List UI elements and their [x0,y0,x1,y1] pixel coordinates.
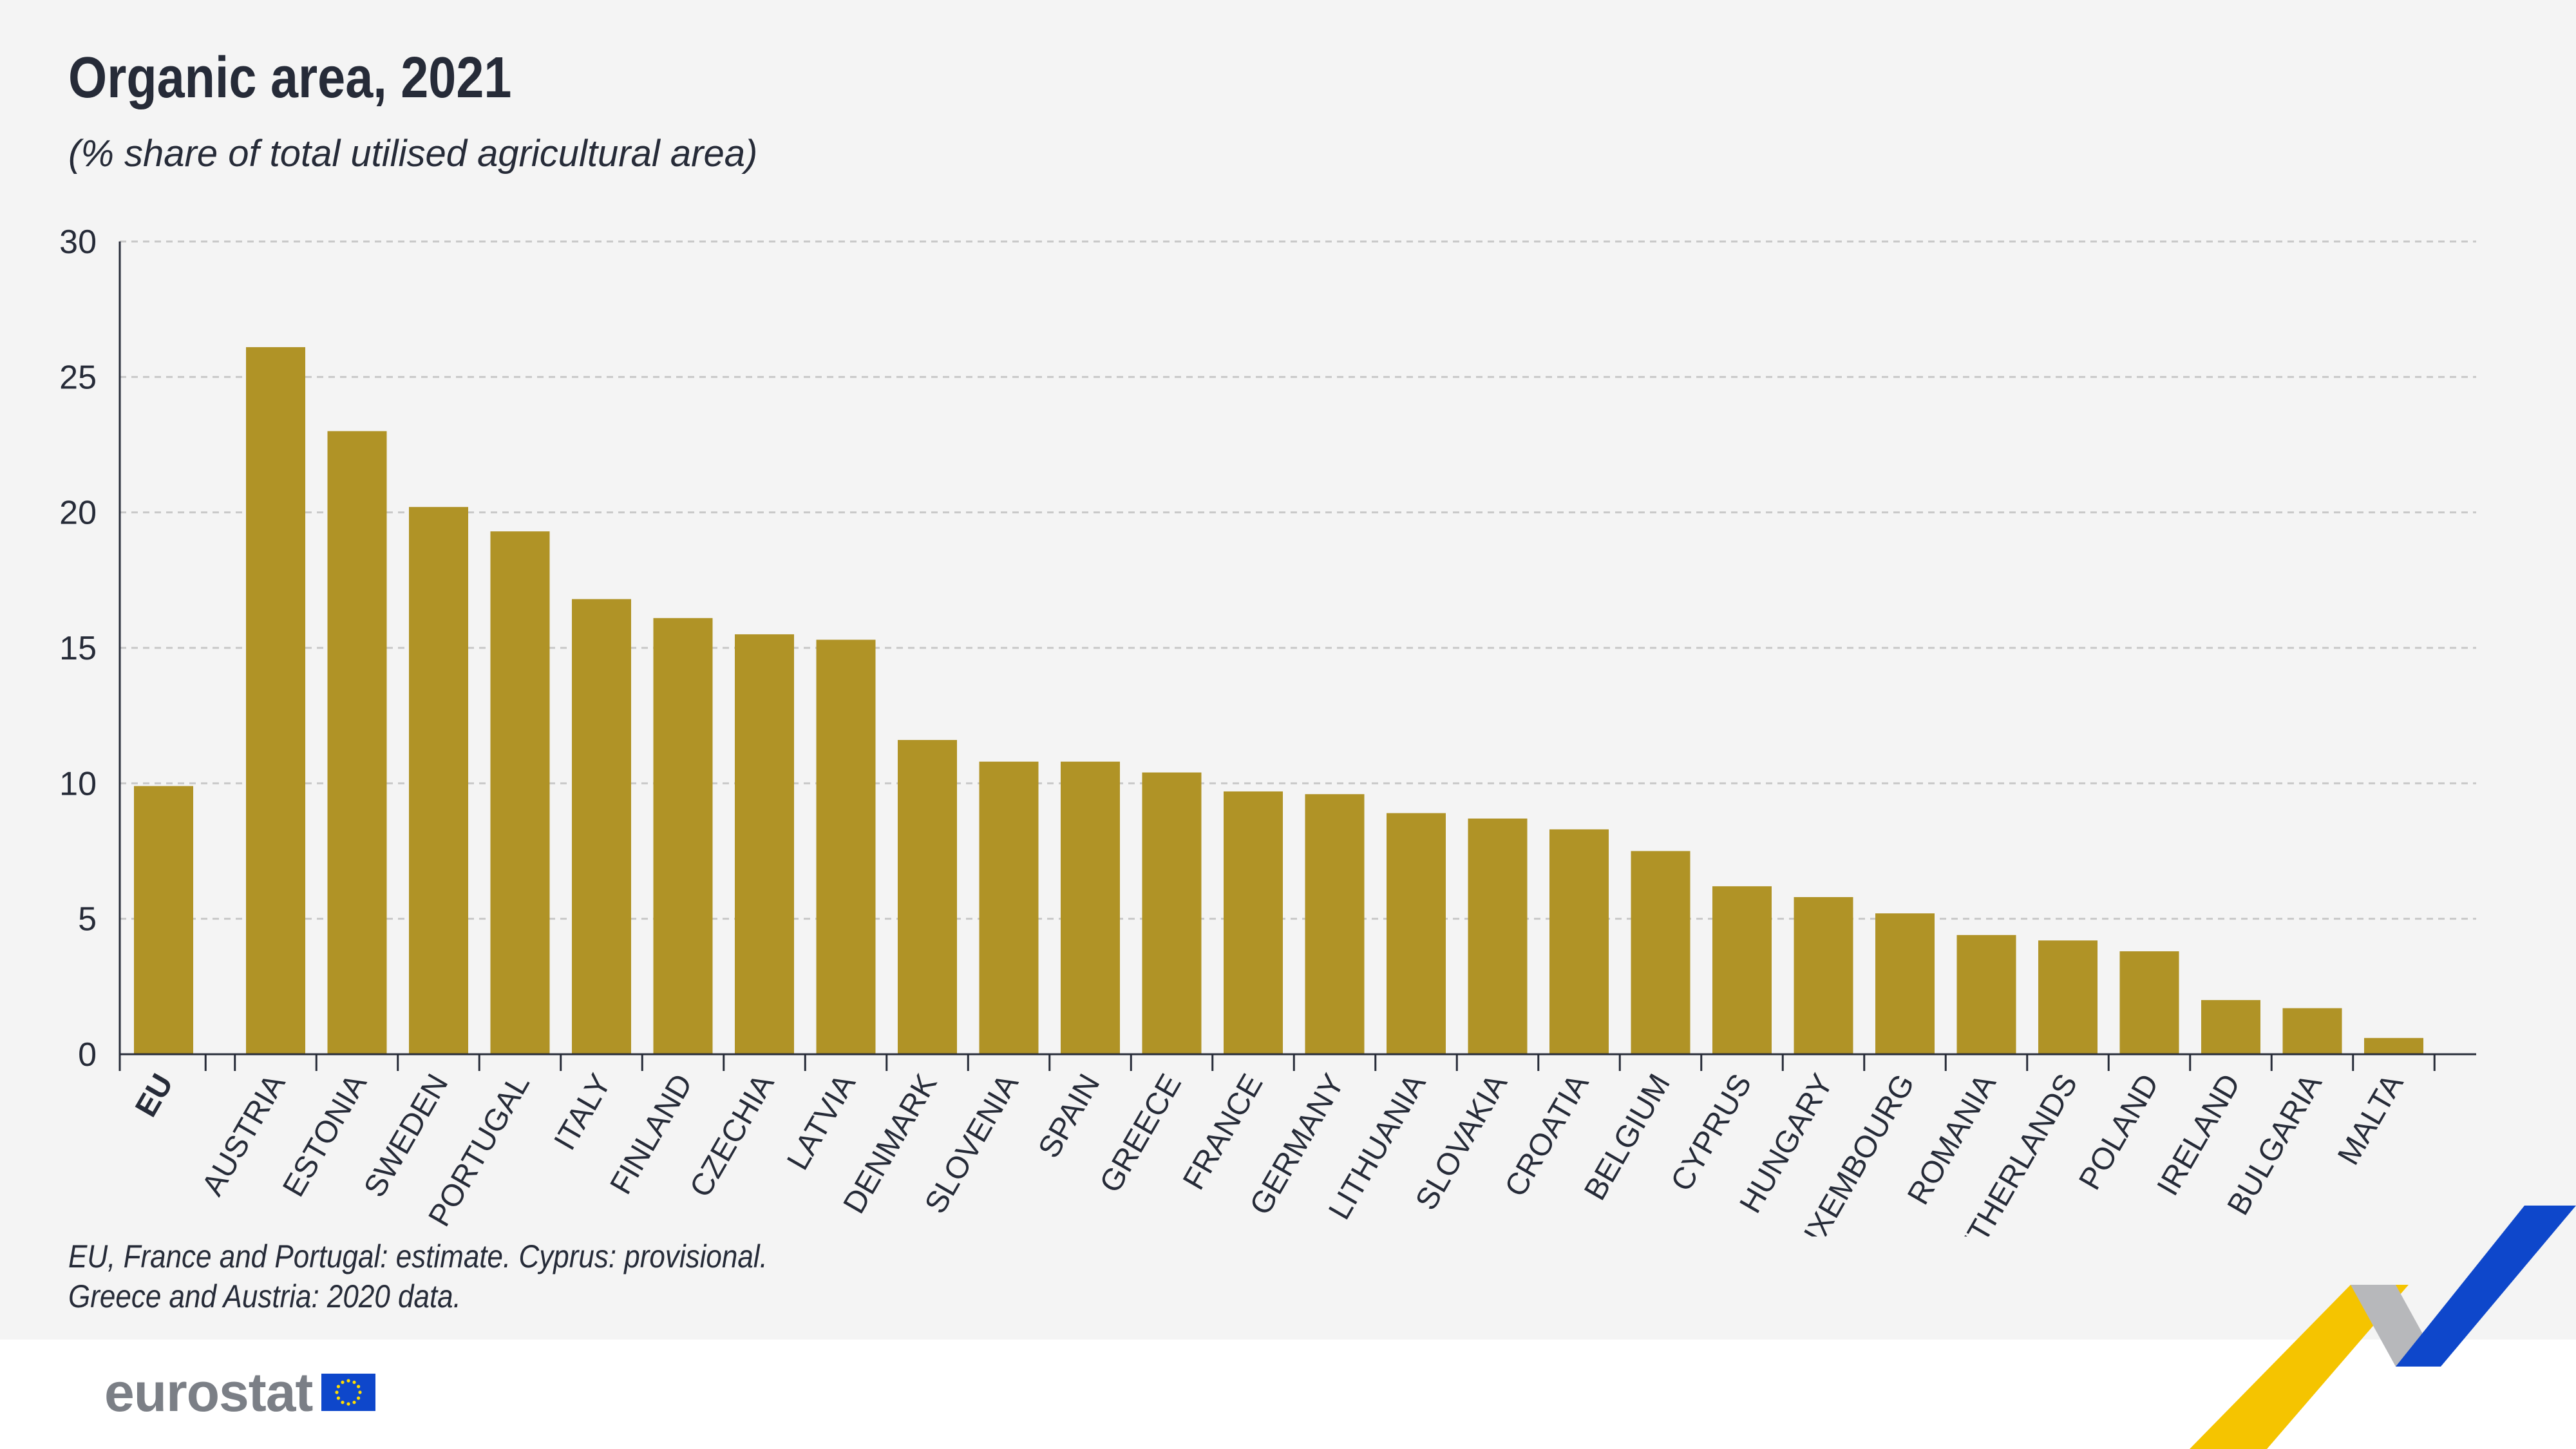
bar-estonia [327,431,387,1054]
bar-romania [1956,934,2016,1054]
bar-slovakia [1468,819,1528,1054]
chart-title: Organic area, 2021 [68,46,512,110]
bars [134,347,2423,1054]
y-tick-label: 10 [59,765,97,802]
ribbon-yellow [2190,1285,2409,1449]
flag-star [335,1390,339,1394]
eurostat-logo: eurostat [104,1360,376,1425]
eu-flag-icon [321,1374,376,1411]
y-tick-label: 20 [59,495,97,532]
eurostat-logo-text: eurostat [104,1361,313,1423]
y-tick-label: 30 [59,223,97,261]
bar-cyprus [1712,886,1772,1054]
bar-finland [653,618,713,1054]
ribbon-blue [2396,1206,2576,1367]
flag-star [346,1379,351,1383]
flag-star [352,1380,357,1385]
flag-star [357,1396,361,1400]
bar-eu [134,786,193,1054]
footnote-data-year: Greece and Austria: 2020 data. [68,1278,461,1314]
flag-star [346,1402,351,1406]
y-axis-tick-labels: 0 5 10 15 20 25 30 [59,223,97,1074]
bar-czechia [735,634,794,1054]
flag-star [352,1400,357,1405]
bar-portugal [490,531,550,1054]
chart-subtitle: (% share of total utilised agricultural … [68,133,758,175]
flag-star [341,1400,345,1405]
bar-bulgaria [2282,1008,2342,1054]
bar-poland [2119,951,2179,1054]
bar-netherlands [2038,940,2098,1054]
bar-italy [572,599,631,1054]
bar-luxembourg [1875,913,1935,1054]
footnote-estimates: EU, France and Portugal: estimate. Cypru… [68,1238,768,1274]
grid-lines [120,240,2476,920]
bar-greece [1142,772,1202,1054]
bar-lithuania [1387,813,1446,1054]
bar-hungary [1794,897,1853,1054]
flag-star [341,1380,345,1385]
y-tick-label: 0 [78,1036,97,1074]
axes [118,242,2476,1071]
bar-spain [1061,761,1120,1054]
bar-latvia [816,639,876,1054]
bar-germany [1305,794,1365,1054]
bar-ireland [2201,999,2260,1054]
bar-denmark [898,740,957,1054]
y-tick-label: 15 [59,630,97,667]
bar-sweden [409,507,468,1054]
bar-belgium [1631,851,1690,1054]
bar-austria [246,347,305,1054]
bar-slovenia [979,761,1039,1054]
y-tick-label: 5 [78,901,97,938]
flag-star [358,1390,363,1394]
bar-croatia [1549,829,1609,1054]
flag-star [337,1385,341,1388]
flag-star [337,1396,341,1400]
bar-malta [2364,1037,2423,1054]
flag-star [357,1385,361,1388]
bar-france [1224,791,1283,1054]
y-tick-label: 25 [59,359,97,396]
